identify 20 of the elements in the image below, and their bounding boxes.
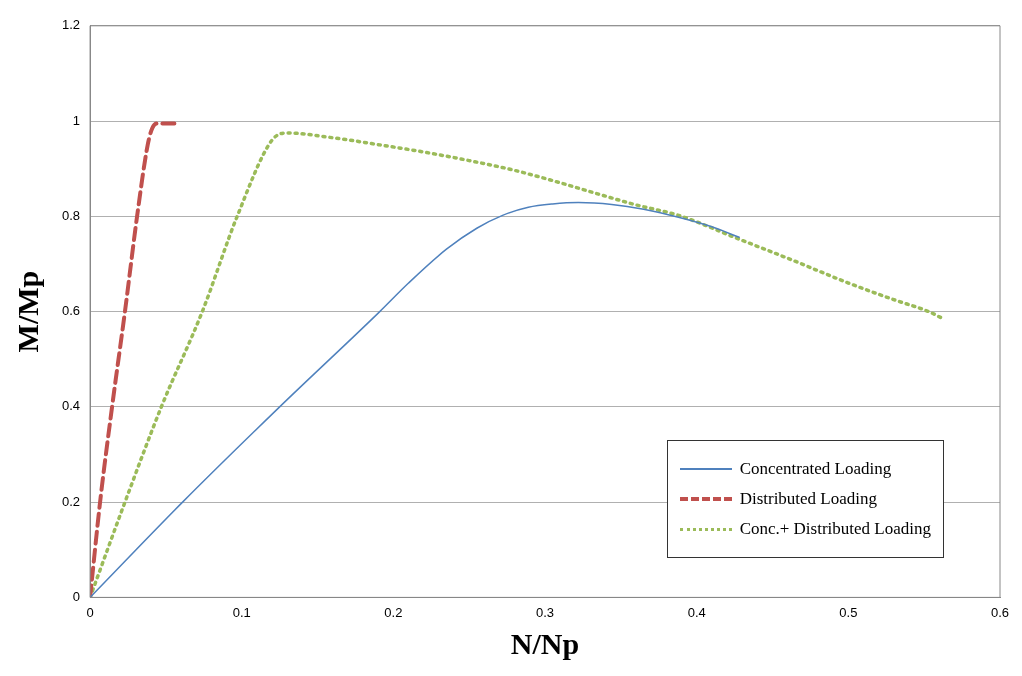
x-tick-label: 0.4	[687, 604, 706, 620]
y-tick-label: 1.2	[61, 17, 81, 33]
y-tick-label: 0.2	[61, 493, 81, 509]
x-tick-label: 0.5	[839, 604, 858, 620]
x-axis-title: N/Np	[510, 626, 580, 660]
y-axis-title: M/Mp	[10, 270, 44, 353]
y-tick-label: 0.8	[61, 207, 81, 223]
x-tick-label: 0	[86, 604, 94, 620]
x-tick-label: 0.2	[384, 604, 403, 620]
legend-label: Conc.+ Distributed Loading	[739, 519, 931, 539]
x-tick-label: 0.6	[990, 604, 1010, 620]
x-tick-label: 0.3	[536, 604, 555, 620]
y-tick-label: 0.6	[61, 303, 81, 319]
y-tick-label: 1	[72, 112, 81, 128]
y-tick-label: 0.4	[61, 398, 81, 414]
y-tick-label: 0	[72, 588, 81, 604]
x-tick-label: 0.1	[232, 604, 251, 620]
legend-label: Distributed Loading	[739, 489, 878, 509]
legend-label: Concentrated Loading	[739, 459, 892, 479]
line-series	[90, 201, 740, 598]
